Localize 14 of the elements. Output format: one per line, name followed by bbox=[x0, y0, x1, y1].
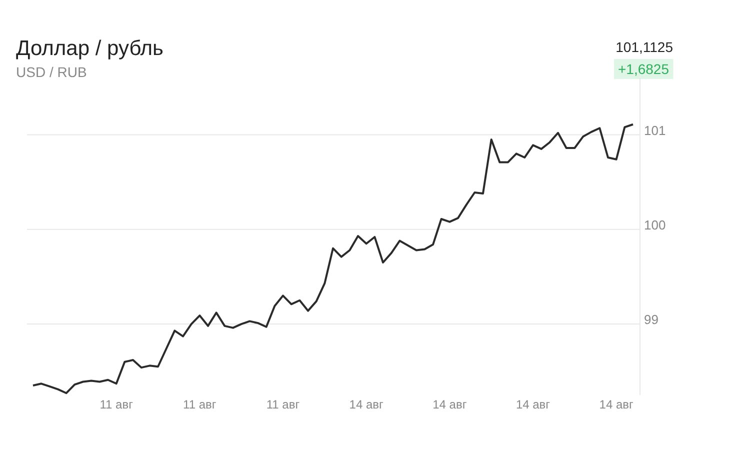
y-tick-label: 101 bbox=[644, 122, 666, 138]
y-tick-label: 99 bbox=[644, 312, 658, 328]
text: 101,1125 bbox=[616, 39, 674, 55]
x-tick-label: 14 авг bbox=[349, 398, 384, 412]
y-tick-label: 100 bbox=[644, 218, 666, 233]
text: +1,6825 bbox=[618, 61, 670, 77]
x-tick-label: 14 авг bbox=[516, 398, 551, 412]
chart-subtitle: USD / RUB bbox=[16, 64, 87, 80]
x-tick-label: 14 авг bbox=[432, 398, 468, 412]
x-tick-label: 11 авг bbox=[266, 398, 300, 412]
x-tick-label: 11 авг bbox=[100, 398, 134, 412]
x-tick-label: 11 авг bbox=[183, 398, 217, 412]
chart-title: Доллар / рубль bbox=[16, 37, 164, 60]
x-tick-label: 14 авг bbox=[599, 398, 634, 412]
